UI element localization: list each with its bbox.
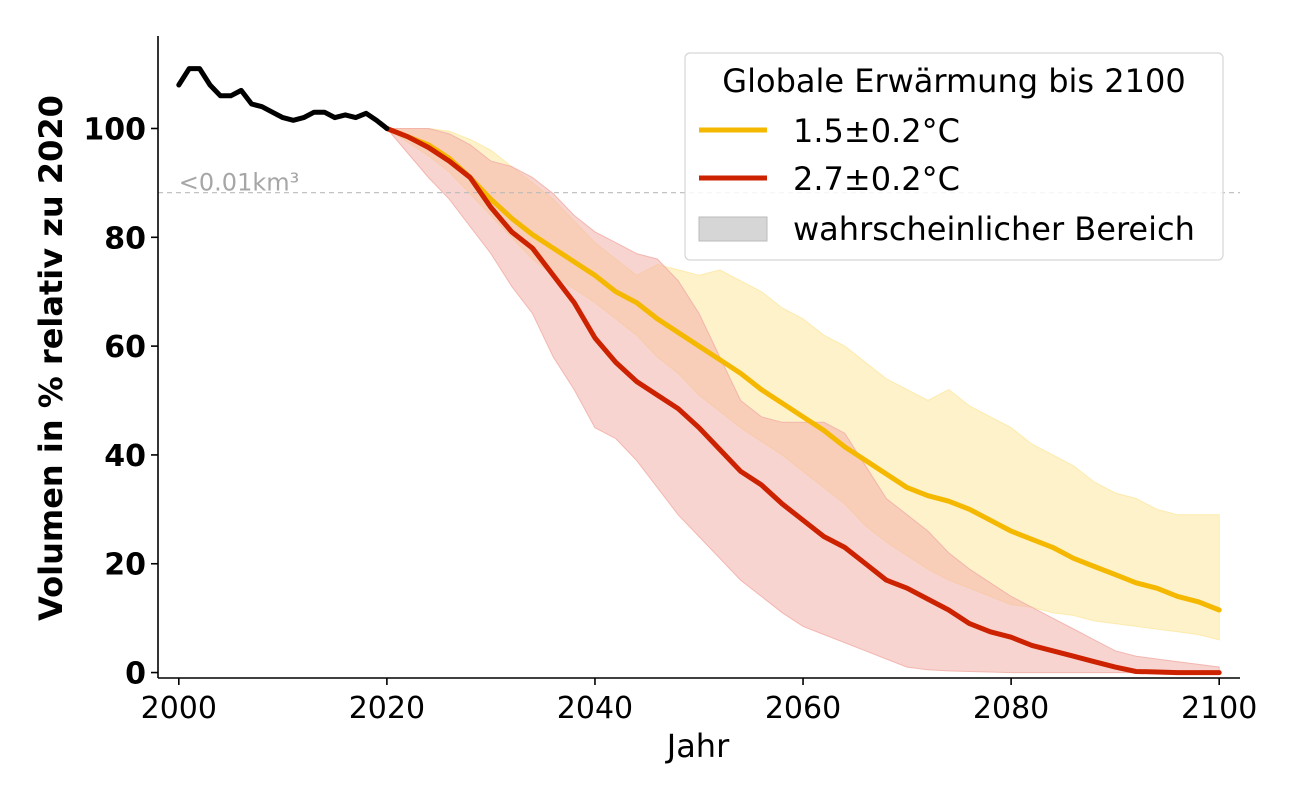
x-tick-label: 2060: [765, 691, 841, 726]
historical-line: [176, 66, 390, 131]
legend-label-2: 2.7±0.2°C: [793, 160, 960, 198]
y-axis-label: Volumen in % relativ zu 2020: [32, 95, 70, 621]
legend-title: Globale Erwärmung bis 2100: [722, 62, 1185, 100]
legend-label-3: wahrscheinlicher Bereich: [793, 210, 1195, 248]
x-tick-label: 2040: [557, 691, 633, 726]
x-tick-label: 2000: [141, 691, 217, 726]
y-tick-label: 100: [83, 112, 146, 147]
legend-box: [684, 52, 1224, 261]
y-tick-label: 0: [125, 657, 146, 692]
y-tick-label: 40: [104, 439, 146, 474]
reference-line-label: <0.01km³: [179, 169, 299, 197]
series-line-1: [384, 126, 1222, 613]
y-tick-label: 80: [104, 221, 146, 256]
uncertainty-bands: [385, 128, 1220, 674]
series-line-2: [384, 126, 1222, 676]
legend: Globale Erwärmung bis 2100 1.5±0.2°C 2.7±0…: [684, 52, 1224, 261]
x-tick-label: 2100: [1181, 691, 1257, 726]
y-tick-label: 60: [104, 330, 146, 365]
y-tick-label: 20: [104, 548, 146, 583]
uncertainty-band-2: [385, 128, 1220, 674]
x-axis-label: Jahr: [665, 727, 730, 765]
x-tick-label: 2020: [349, 691, 425, 726]
legend-swatch-band: [698, 216, 768, 242]
legend-label-1: 1.5±0.2°C: [793, 112, 960, 150]
x-tick-label: 2080: [973, 691, 1049, 726]
series-lines: [176, 66, 1222, 676]
